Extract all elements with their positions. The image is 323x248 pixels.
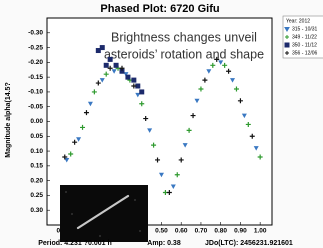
legend-label: 349 - 11/22 [292,34,317,40]
y-tick-label: 0.30 [30,207,43,214]
y-tick-label: 0.10 [30,148,43,155]
x-tick-label: 0.70 [195,228,208,235]
footer-text: Amp: 0.38 [147,240,181,247]
y-tick-label: -0.20 [28,59,43,66]
data-point [104,63,109,68]
footer-text: Period: 4.231 ?0.001 h [38,240,112,247]
legend-label: 350 - 11/12 [292,42,317,48]
legend-title: Year: 2012 [286,18,310,24]
data-point [125,75,130,80]
y-tick-label: -0.10 [28,89,43,96]
x-tick-label: 0.90 [234,228,247,235]
y-tick-label: 0.05 [30,133,43,140]
x-tick-label: 0.80 [214,228,227,235]
data-point [131,78,136,83]
annotation: Brightness changes unveil [111,30,257,44]
annotation: asteroids’ rotation and shape [104,47,264,61]
y-tick-label: -0.05 [28,103,43,110]
legend-label: 315 - 10/31 [292,26,318,32]
star [71,213,72,214]
star [139,230,140,231]
y-tick-label: 0.20 [30,177,43,184]
y-tick-label: 0.15 [30,163,43,170]
x-tick-label: 1.00 [254,228,267,235]
legend-label: 356 - 12/06 [292,50,318,56]
chart-title: Phased Plot: 6720 Gifu [100,3,219,15]
y-tick-label: -0.30 [28,30,43,37]
star [99,235,100,236]
footer-text: JDo(LTC): 2456231.921601 [205,240,293,247]
data-point [108,57,113,62]
legend: Year: 2012 315 - 10/31 349 - 11/22 350 - 1… [283,16,323,58]
x-tick-label: 0.50 [155,228,168,235]
y-tick-label: 0.00 [30,118,43,125]
data-point [139,89,144,94]
star [134,199,135,200]
data-point [114,63,119,68]
y-axis-label: Magnitude alpha(14.5? [5,82,12,157]
chart: Phased Plot: 6720 Gifu Magnitude alpha(1… [0,0,323,248]
inset-image [60,185,148,242]
legend-marker [285,43,289,47]
star [65,191,66,192]
y-tick-label: -0.25 [28,44,43,51]
x-tick-label: 0.60 [175,228,188,235]
y-tick-label: 0.25 [30,192,43,199]
y-tick-label: -0.15 [28,74,43,81]
data-point [100,45,105,50]
